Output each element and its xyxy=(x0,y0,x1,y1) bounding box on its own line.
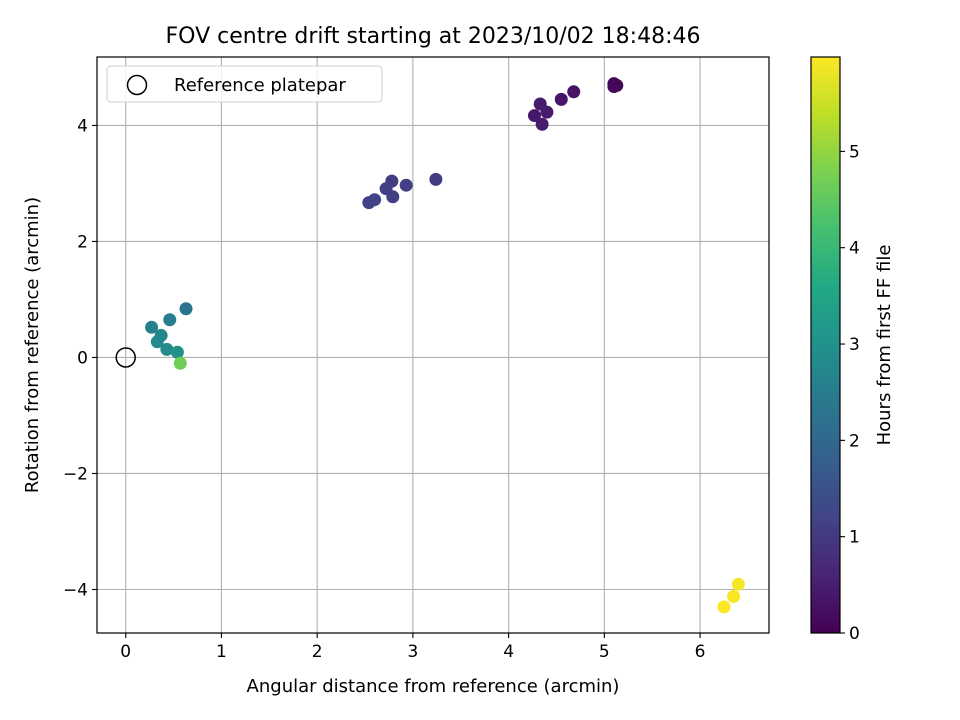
x-tick-label: 3 xyxy=(407,642,418,662)
legend-box xyxy=(106,65,383,103)
colorbar-tick-label: 0 xyxy=(849,624,860,644)
data-point xyxy=(150,335,164,349)
x-tick-label: 1 xyxy=(216,642,227,662)
y-tick-label: 0 xyxy=(77,348,88,368)
colorbar: 0 1 2 3 4 5 Hours from first FF file xyxy=(810,56,895,644)
y-axis-label: Rotation from reference (arcmin) xyxy=(22,197,43,493)
plot-frame xyxy=(96,56,770,634)
y-tick-label: −2 xyxy=(63,464,88,484)
colorbar-tick-label: 2 xyxy=(849,431,860,451)
data-point xyxy=(527,109,541,123)
reference-platepar-marker xyxy=(115,347,136,368)
data-point xyxy=(607,80,621,94)
x-axis-label: Angular distance from reference (arcmin) xyxy=(247,676,620,697)
legend: Reference platepar xyxy=(106,65,383,103)
data-point xyxy=(170,345,184,359)
y-tick-label: 2 xyxy=(77,232,88,252)
colorbar-label: Hours from first FF file xyxy=(874,245,895,446)
colorbar-tick-label: 3 xyxy=(849,335,860,355)
x-tick-label: 4 xyxy=(503,642,514,662)
colorbar-tick-label: 5 xyxy=(849,142,860,162)
data-point xyxy=(362,196,376,210)
data-point xyxy=(179,302,193,316)
data-point xyxy=(727,589,741,603)
data-point xyxy=(567,85,581,99)
gridlines xyxy=(97,57,769,633)
data-point xyxy=(540,105,554,119)
x-tick-label: 5 xyxy=(599,642,610,662)
chart-title: FOV centre drift starting at 2023/10/02 … xyxy=(166,24,701,49)
data-point xyxy=(717,600,731,614)
data-point xyxy=(145,320,159,334)
data-points xyxy=(145,77,745,614)
x-axis-ticks: 0 1 2 3 4 5 6 xyxy=(120,633,705,662)
y-tick-label: −4 xyxy=(63,580,88,600)
y-axis-ticks: −4 −2 0 2 4 xyxy=(63,116,97,600)
data-point xyxy=(163,313,177,327)
colorbar-tick-label: 1 xyxy=(849,528,860,548)
colorbar-tick-label: 4 xyxy=(849,239,860,259)
data-point xyxy=(399,178,413,192)
x-tick-label: 2 xyxy=(312,642,323,662)
data-point xyxy=(160,342,174,356)
y-tick-label: 4 xyxy=(77,116,88,136)
data-point xyxy=(554,92,568,106)
colorbar-ticks: 0 1 2 3 4 5 xyxy=(840,142,860,644)
x-tick-label: 0 xyxy=(120,642,131,662)
data-point xyxy=(173,356,187,370)
data-point xyxy=(535,117,549,131)
colorbar-gradient xyxy=(810,56,841,634)
legend-reference-marker xyxy=(126,74,148,96)
data-point xyxy=(386,190,400,204)
legend-label: Reference platepar xyxy=(174,75,346,96)
data-point xyxy=(429,172,443,186)
data-point xyxy=(731,577,745,591)
x-tick-label: 6 xyxy=(695,642,706,662)
